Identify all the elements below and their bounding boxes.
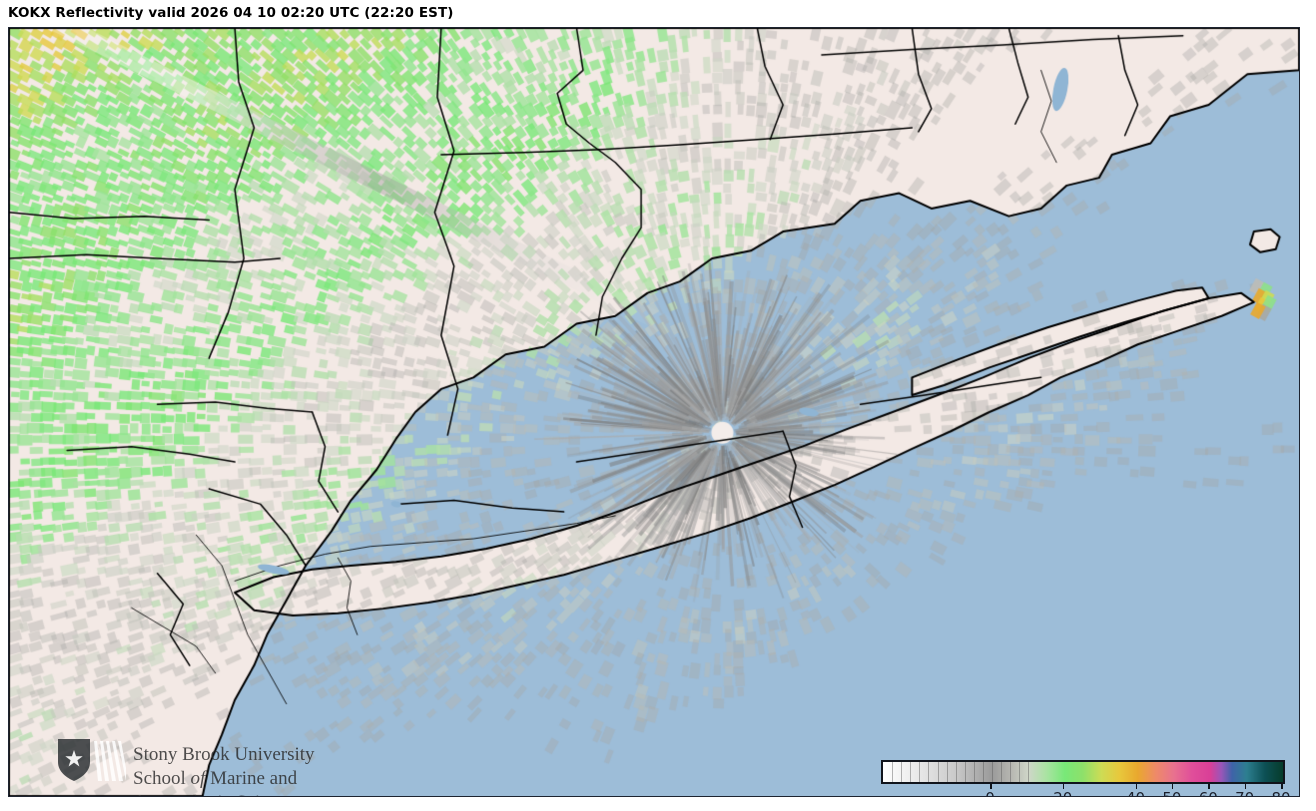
page-title: KOKX Reflectivity valid 2026 04 10 02:20… bbox=[8, 5, 454, 21]
radar-map-canvas[interactable] bbox=[9, 28, 1299, 796]
colorbar-tick-40 bbox=[1135, 784, 1138, 789]
reflectivity-colorbar[interactable]: 0 20 40 50 60 70 80 bbox=[873, 755, 1293, 796]
colorbar-tick-0 bbox=[990, 784, 992, 789]
colorbar-label-0: 0 bbox=[985, 789, 995, 796]
colorbar-tick-20 bbox=[1062, 784, 1065, 789]
colorbar-label-50: 50 bbox=[1162, 789, 1181, 796]
colorbar-gradient bbox=[883, 762, 1283, 782]
colorbar-ticks bbox=[881, 784, 1285, 790]
colorbar-bin-separators bbox=[883, 762, 1283, 782]
radar-map-frame[interactable]: Stony Brook University School of Marine … bbox=[8, 27, 1300, 797]
colorbar-tick-80 bbox=[1281, 784, 1283, 789]
colorbar-label-60: 60 bbox=[1199, 789, 1218, 796]
colorbar-label-70: 70 bbox=[1235, 789, 1254, 796]
colorbar-label-20: 20 bbox=[1053, 789, 1072, 796]
colorbar-gradient-box[interactable] bbox=[881, 760, 1285, 784]
colorbar-tick-70 bbox=[1244, 784, 1247, 789]
colorbar-label-40: 40 bbox=[1126, 789, 1145, 796]
colorbar-tick-labels: 0 20 40 50 60 70 80 bbox=[873, 789, 1293, 796]
colorbar-tick-50 bbox=[1171, 784, 1174, 789]
colorbar-label-80: 80 bbox=[1271, 789, 1290, 796]
colorbar-tick-60 bbox=[1208, 784, 1210, 789]
